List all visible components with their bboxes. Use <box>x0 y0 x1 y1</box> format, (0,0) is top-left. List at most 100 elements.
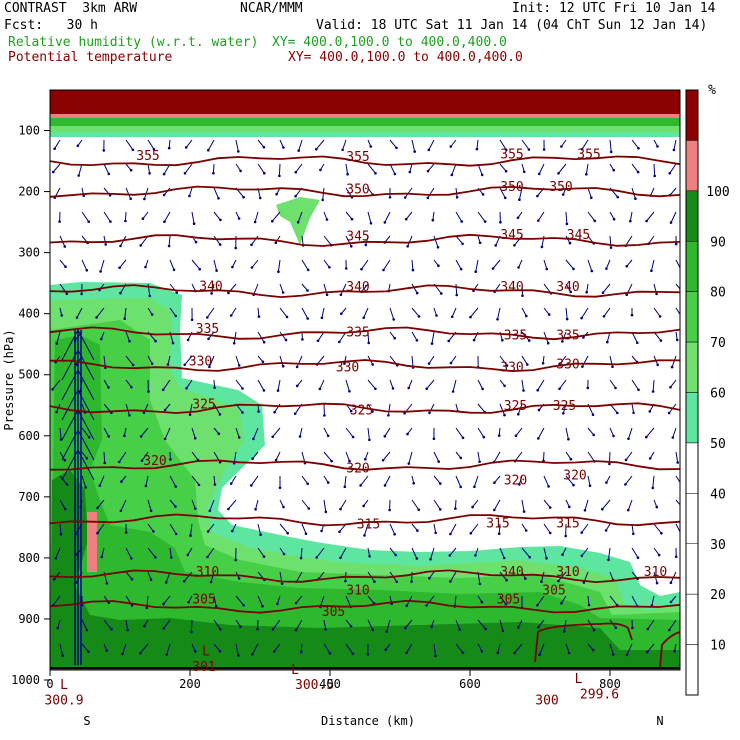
wind-arrowhead <box>593 219 597 223</box>
wind-vector <box>537 379 545 391</box>
wind-vector <box>345 619 352 627</box>
wind-vector <box>499 619 504 632</box>
wind-vector <box>653 163 656 176</box>
wind-vector <box>626 643 633 656</box>
wind-arrowhead <box>167 146 171 150</box>
wind-vector <box>295 619 303 631</box>
wind-arrowhead <box>319 168 322 172</box>
wind-arrowhead <box>504 169 508 173</box>
wind-arrowhead <box>383 221 387 224</box>
wind-arrowhead <box>536 603 539 607</box>
wind-arrowhead <box>293 412 297 416</box>
wind-arrowhead <box>174 505 177 508</box>
wind-vector <box>323 235 332 246</box>
wind-vector <box>191 427 196 439</box>
wind-arrowhead <box>458 628 462 631</box>
wind-vector <box>581 547 589 557</box>
wind-vector <box>411 547 418 559</box>
colorbar-label: 70 <box>710 336 726 351</box>
wind-vector <box>231 523 237 532</box>
wind-arrowhead <box>394 553 398 557</box>
wind-vector <box>299 427 303 437</box>
wind-arrowhead <box>344 267 348 270</box>
wind-vector <box>272 619 281 630</box>
wind-vector <box>673 139 677 151</box>
wind-arrowhead <box>471 505 474 509</box>
wind-arrowhead <box>171 341 175 345</box>
init-time: Init: 12 UTC Fri 10 Jan 14 <box>512 1 716 16</box>
wind-arrowhead <box>562 412 565 415</box>
wind-arrowhead <box>450 315 454 319</box>
wind-arrowhead <box>229 482 233 485</box>
wind-arrowhead <box>474 270 478 274</box>
wind-vector <box>103 451 106 463</box>
wind-arrowhead <box>404 217 408 221</box>
wind-arrowhead <box>96 531 99 535</box>
wind-vector <box>96 307 105 318</box>
wind-vector <box>367 595 375 604</box>
wind-vector <box>100 259 105 272</box>
wind-vector <box>559 379 567 390</box>
wind-vector <box>543 331 549 344</box>
wind-vector <box>426 379 435 390</box>
wind-vector <box>389 547 397 556</box>
wind-arrowhead <box>55 342 59 345</box>
wind-vector <box>124 211 127 222</box>
wind-vector <box>543 259 548 270</box>
theta-label: 300.9 <box>44 693 83 708</box>
wind-vector <box>345 451 350 462</box>
wind-arrowhead <box>166 363 170 366</box>
wind-arrowhead <box>680 269 683 272</box>
wind-vector <box>207 547 215 558</box>
wind-arrowhead <box>537 172 541 176</box>
wind-arrowhead <box>518 198 521 201</box>
wind-vector <box>631 595 639 607</box>
wind-arrowhead <box>65 292 69 296</box>
wind-vector <box>55 547 61 559</box>
y-tick-label: 800 <box>18 551 40 565</box>
colorbar-label: 30 <box>710 538 726 553</box>
wind-arrowhead <box>496 651 500 655</box>
wind-vector <box>103 163 110 175</box>
wind-vector <box>650 187 655 196</box>
wind-arrowhead <box>429 558 432 561</box>
colorbar-swatch <box>685 442 699 494</box>
wind-vector <box>142 211 149 220</box>
theta-label: 310 <box>346 584 369 599</box>
wind-arrowhead <box>605 267 608 270</box>
wind-arrowhead <box>497 434 501 437</box>
wind-arrowhead <box>320 529 323 533</box>
wind-arrowhead <box>139 435 143 438</box>
wind-arrowhead <box>561 340 564 343</box>
wind-arrowhead <box>328 266 331 269</box>
wind-arrowhead <box>408 170 412 174</box>
wind-arrowhead <box>469 315 472 319</box>
wind-arrowhead <box>316 339 320 343</box>
wind-vector <box>103 427 110 437</box>
wind-arrowhead <box>87 436 91 439</box>
wind-vector <box>367 427 370 440</box>
theta-label: 299.6 <box>580 687 619 702</box>
wind-arrowhead <box>660 532 663 535</box>
wind-arrowhead <box>184 146 188 149</box>
wind-arrowhead <box>197 483 201 487</box>
wind-arrowhead <box>282 552 286 556</box>
wind-vector <box>162 379 171 390</box>
wind-vector <box>450 355 457 364</box>
wind-vector <box>56 331 61 344</box>
wind-vector <box>213 595 217 607</box>
theta-label: 335 <box>556 328 579 343</box>
wind-vector <box>168 235 171 247</box>
wind-arrowhead <box>545 557 548 560</box>
wind-arrowhead <box>624 483 627 486</box>
wind-arrowhead <box>341 148 344 152</box>
wind-vector <box>276 595 281 605</box>
wind-vector <box>411 307 420 317</box>
wind-arrowhead <box>85 457 89 460</box>
wind-vector <box>52 379 61 390</box>
wind-arrowhead <box>540 245 544 249</box>
wind-vector <box>672 427 677 438</box>
wind-arrowhead <box>343 485 347 489</box>
wind-vector <box>301 259 309 271</box>
wind-vector <box>455 211 463 222</box>
